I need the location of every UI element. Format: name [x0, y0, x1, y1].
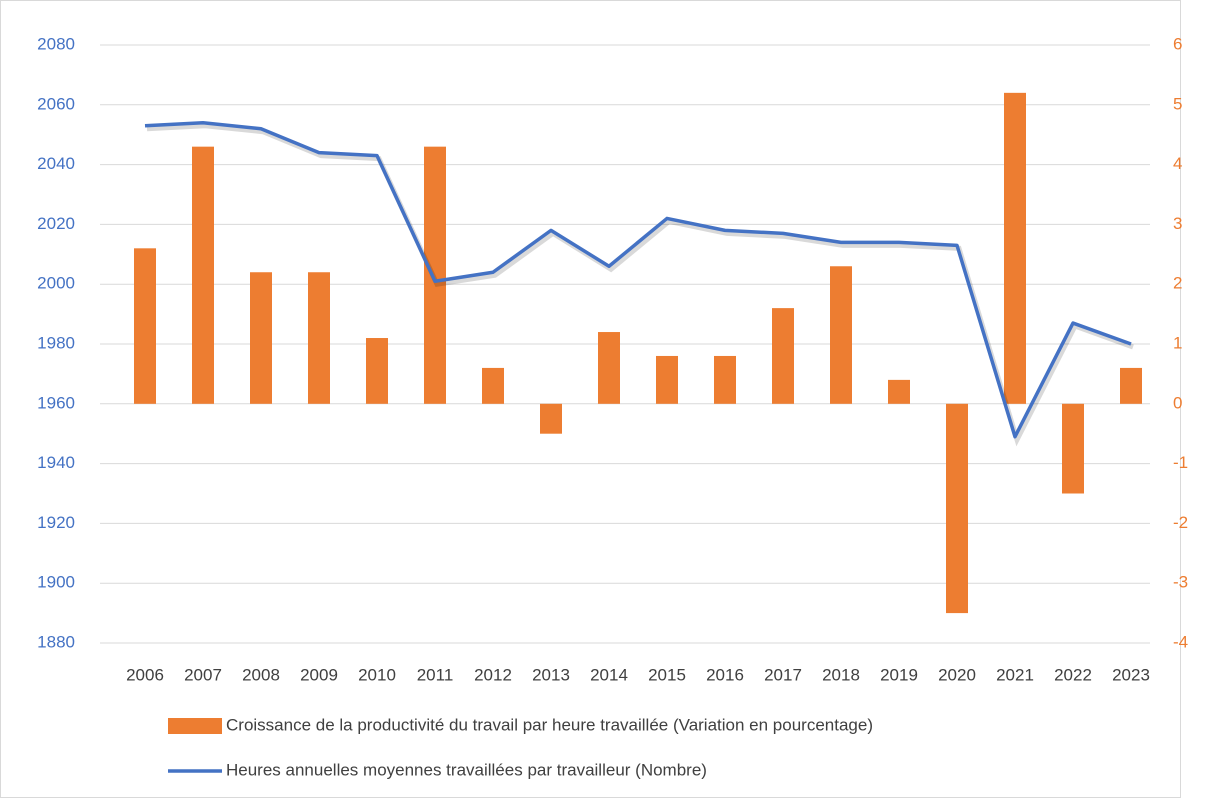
bar: [772, 308, 794, 404]
y-tick-label: 2060: [37, 94, 75, 113]
legend-label: Heures annuelles moyennes travaillées pa…: [226, 760, 707, 779]
bar: [366, 338, 388, 404]
y2-tick-label: -2: [1173, 513, 1188, 532]
x-tick-label: 2019: [880, 665, 918, 684]
y-tick-label: 2080: [37, 34, 75, 53]
y2-tick-label: 1: [1173, 333, 1182, 352]
y-tick-label: 2020: [37, 214, 75, 233]
bar: [656, 355, 678, 404]
x-tick-label: 2013: [532, 665, 570, 684]
y-tick-label: 1980: [37, 333, 75, 352]
x-tick-label: 2022: [1054, 665, 1092, 684]
y-tick-label: 2040: [37, 154, 75, 173]
bar: [540, 403, 562, 434]
bar: [134, 248, 156, 404]
bar: [250, 272, 272, 404]
x-tick-label: 2006: [126, 665, 164, 684]
bar: [888, 379, 910, 404]
legend-swatch: [168, 718, 222, 734]
legend-label: Croissance de la productivité du travail…: [226, 715, 873, 734]
x-tick-label: 2014: [590, 665, 628, 684]
y2-tick-label: 0: [1173, 393, 1182, 412]
y-tick-label: 1920: [37, 513, 75, 532]
y-tick-label: 2000: [37, 274, 75, 293]
x-tick-label: 2015: [648, 665, 686, 684]
y2-tick-label: 3: [1173, 214, 1182, 233]
bar: [1062, 403, 1084, 494]
x-tick-label: 2012: [474, 665, 512, 684]
y2-tick-label: 5: [1173, 94, 1182, 113]
y2-tick-label: -3: [1173, 573, 1188, 592]
bar: [482, 367, 504, 404]
x-tick-label: 2008: [242, 665, 280, 684]
x-tick-label: 2018: [822, 665, 860, 684]
bar: [308, 272, 330, 404]
y-tick-label: 1960: [37, 393, 75, 412]
x-tick-label: 2023: [1112, 665, 1150, 684]
line: [144, 120, 1132, 439]
bar: [1004, 92, 1026, 404]
x-tick-label: 2011: [417, 665, 454, 684]
y-tick-label: 1880: [37, 632, 75, 651]
y2-tick-label: 6: [1173, 34, 1182, 53]
x-tick-label: 2007: [184, 665, 222, 684]
y2-tick-label: 4: [1173, 154, 1182, 173]
x-tick-label: 2017: [764, 665, 802, 684]
bar: [598, 332, 620, 404]
x-tick-label: 2020: [938, 665, 976, 684]
x-tick-label: 2009: [300, 665, 338, 684]
y2-tick-label: 2: [1173, 274, 1182, 293]
x-tick-label: 2016: [706, 665, 744, 684]
x-tick-label: 2010: [358, 665, 396, 684]
x-tick-label: 2021: [996, 665, 1034, 684]
bar: [192, 146, 214, 404]
bar: [830, 266, 852, 404]
y2-tick-label: -1: [1173, 453, 1188, 472]
bar: [946, 403, 968, 614]
y2-tick-label: -4: [1173, 632, 1188, 651]
y-tick-label: 1900: [37, 573, 75, 592]
bar: [424, 146, 446, 404]
y-tick-label: 1940: [37, 453, 75, 472]
bar: [1120, 367, 1142, 404]
bar: [714, 355, 736, 404]
